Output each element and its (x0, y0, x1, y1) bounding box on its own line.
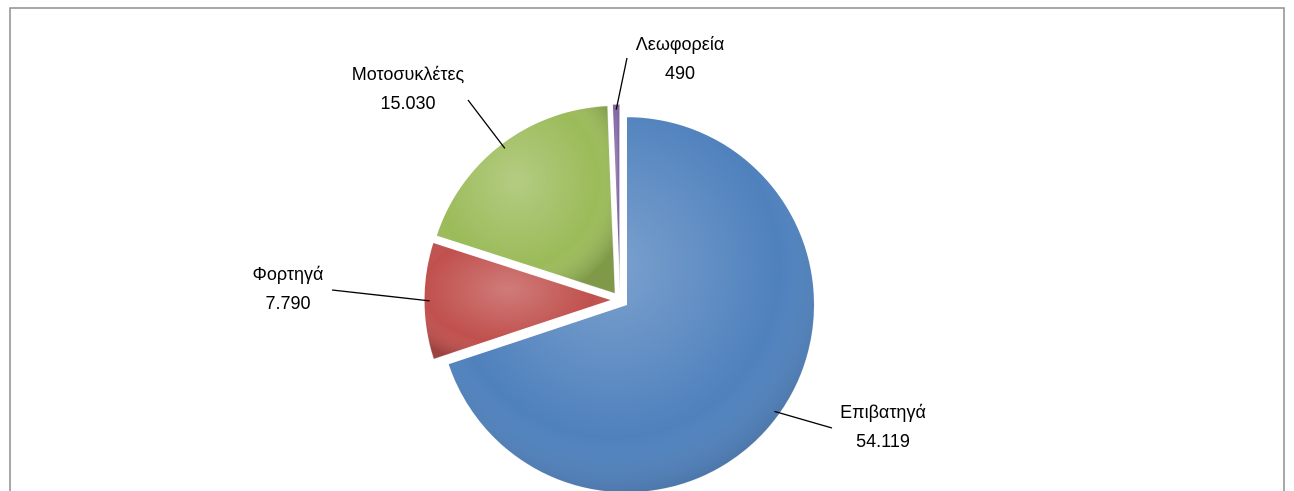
category-label: Φορτηγά (253, 264, 324, 284)
slice-shine (448, 116, 815, 491)
leader-line (615, 57, 628, 110)
slice-shine (612, 104, 620, 293)
category-label: Μοτοσυκλέτες (352, 64, 465, 84)
value-label: 15.030 (380, 93, 435, 113)
value-label: 7.790 (265, 293, 310, 313)
slice-shine (424, 242, 613, 360)
value-label: 490 (665, 63, 695, 83)
leader-line (467, 99, 506, 149)
category-label: Επιβατηγά (840, 402, 926, 422)
leader-line (774, 410, 833, 429)
slice-shine (436, 105, 616, 294)
value-label: 54.119 (856, 431, 910, 451)
leader-line (331, 289, 430, 302)
category-label: Λεωφορεία (636, 34, 724, 54)
